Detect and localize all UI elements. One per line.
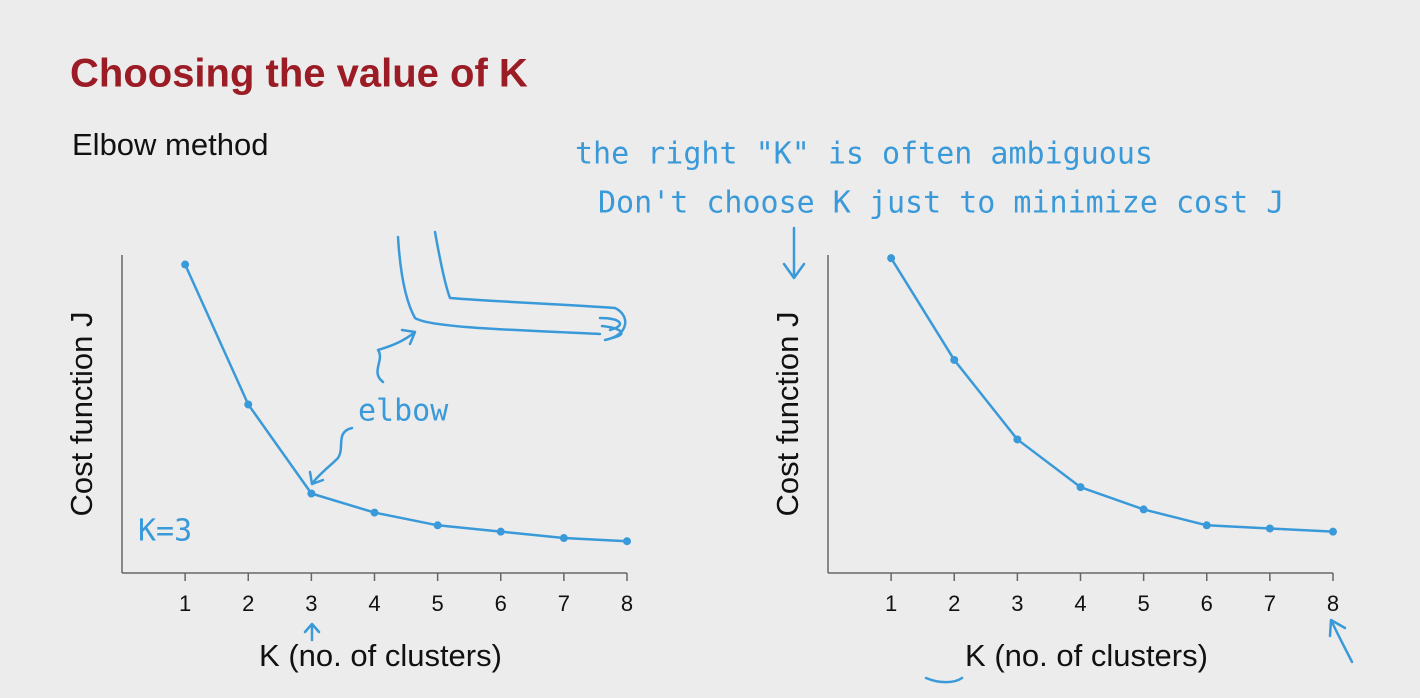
annotation: Don't choose K just to minimize cost J: [598, 186, 1284, 221]
data-point: [1076, 483, 1085, 492]
data-point: [1329, 527, 1337, 536]
x-tick-label: 2: [242, 591, 254, 616]
x-tick-label: 2: [948, 591, 960, 616]
x-tick-label: 4: [368, 591, 380, 616]
arrow: [1328, 618, 1354, 664]
arrow: [308, 426, 354, 486]
arm-sketch: [433, 230, 627, 342]
arm-sketch: [396, 235, 602, 336]
y-axis-label: Cost function J: [770, 311, 805, 516]
data-point: [1202, 521, 1211, 530]
arrow: [303, 622, 321, 642]
x-tick-label: 3: [305, 591, 317, 616]
underline: [924, 676, 964, 684]
arrow: [782, 226, 806, 280]
data-point: [950, 355, 959, 364]
y-axis-label: Cost function J: [64, 311, 99, 516]
annotation: the right "K" is often ambiguous: [575, 137, 1153, 172]
x-tick-label: 1: [885, 591, 897, 616]
x-tick-label: 7: [558, 591, 570, 616]
data-line: [183, 264, 628, 543]
x-tick-label: 1: [179, 591, 191, 616]
annotation: elbow: [358, 394, 449, 429]
x-tick-label: 6: [495, 591, 507, 616]
x-tick-label: 6: [1201, 591, 1213, 616]
arm-sketch: [598, 316, 623, 340]
annotation: K=3: [138, 514, 192, 549]
data-point: [1265, 524, 1274, 533]
x-axis-label: K (no. of clusters): [259, 638, 502, 673]
x-tick-label: 8: [621, 591, 633, 616]
x-tick-label: 8: [1327, 591, 1339, 616]
x-tick-label: 7: [1264, 591, 1276, 616]
data-line: [890, 257, 1334, 533]
data-point: [496, 527, 505, 536]
data-point: [623, 537, 631, 546]
data-point: [1013, 435, 1022, 444]
data-point: [244, 400, 253, 409]
x-tick-label: 4: [1074, 591, 1086, 616]
subtitle: Elbow method: [72, 127, 268, 162]
data-point: [1139, 505, 1148, 514]
data-point: [887, 254, 896, 263]
data-point: [307, 489, 316, 498]
data-point: [433, 521, 442, 530]
x-tick-label: 5: [432, 591, 444, 616]
x-tick-label: 5: [1138, 591, 1150, 616]
x-tick-label: 3: [1011, 591, 1023, 616]
slide-title: Choosing the value of K: [70, 52, 528, 96]
data-point: [181, 260, 190, 269]
arrow: [376, 328, 417, 384]
data-point: [559, 534, 568, 543]
x-axis-label: K (no. of clusters): [965, 638, 1208, 673]
data-point: [370, 508, 379, 517]
